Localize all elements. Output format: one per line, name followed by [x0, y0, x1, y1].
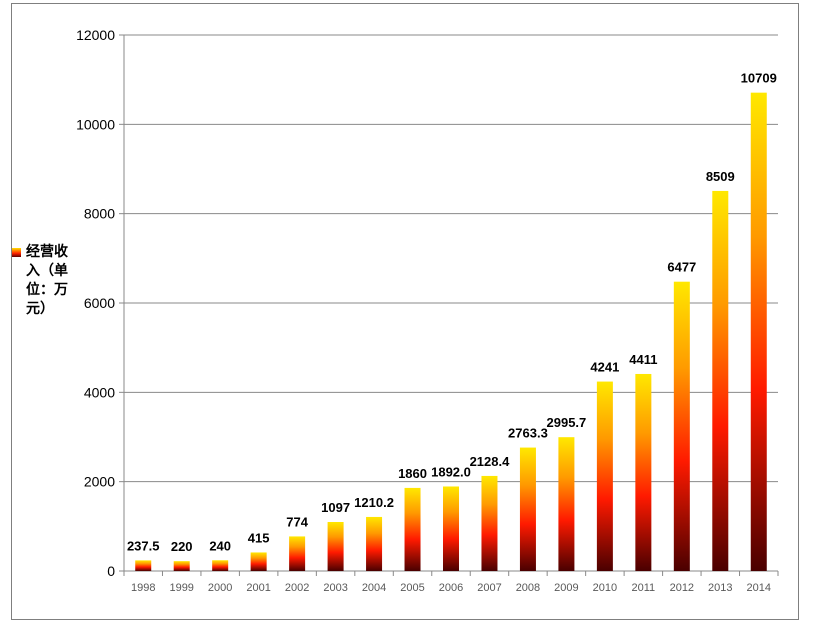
x-tick-label: 2011 [632, 582, 656, 594]
legend: 经营收入（单位：万元） [12, 243, 80, 319]
legend-label: 经营收入（单位：万元） [26, 244, 68, 317]
x-tick-label: 2014 [747, 582, 771, 594]
data-label-1998: 237.5 [127, 538, 160, 553]
bar-2000 [212, 560, 229, 571]
y-tick-label: 4000 [84, 384, 115, 400]
gridlines [124, 34, 778, 483]
bar-2007 [481, 475, 498, 571]
x-tick-label: 1998 [131, 582, 155, 594]
y-tick-label: 6000 [84, 295, 115, 311]
y-tick-label: 0 [107, 563, 115, 579]
data-label-2006: 1892.0 [431, 464, 471, 479]
bar-2010 [596, 381, 613, 571]
bar-2012 [673, 281, 690, 571]
bar-2001 [250, 552, 267, 571]
data-label-2008: 2763.3 [508, 426, 548, 441]
data-label-2012: 6477 [667, 260, 696, 275]
y-tick-label: 8000 [84, 206, 115, 222]
data-label-2002: 774 [286, 514, 308, 529]
data-label-2004: 1210.2 [354, 495, 394, 510]
bar-2008 [519, 447, 536, 571]
data-label-2007: 2128.4 [470, 454, 511, 469]
data-label-2005: 1860 [398, 466, 427, 481]
data-label-1999: 220 [171, 539, 193, 554]
bar-2003 [327, 522, 344, 571]
x-tick-label: 1999 [169, 582, 193, 594]
x-tick-label: 2001 [246, 582, 270, 594]
x-tick-label: 2004 [362, 582, 386, 594]
legend-swatch [12, 248, 21, 257]
data-label-2000: 240 [209, 538, 231, 553]
x-tick-label: 2003 [323, 582, 347, 594]
x-tick-label: 2000 [208, 582, 232, 594]
bar-2011 [635, 373, 652, 571]
bar-2006 [443, 486, 459, 571]
data-label-2014: 10709 [741, 71, 777, 86]
bar-1999 [173, 561, 190, 571]
y-tick-label: 10000 [76, 116, 115, 132]
data-label-2001: 415 [248, 530, 270, 545]
bar-1998 [135, 560, 152, 571]
bar-2009 [558, 437, 575, 571]
bars [135, 92, 767, 571]
data-label-2009: 2995.7 [547, 415, 587, 430]
y-tick-label: 12000 [76, 27, 115, 43]
data-labels: 237.5 220 240 415 774 1097 1210.2 1860 1892.0212… [127, 71, 777, 555]
x-tick-label: 2005 [400, 582, 424, 594]
y-tick-label: 2000 [84, 474, 115, 490]
bar-2005 [404, 487, 421, 571]
y-tick-labels: 0 2000 4000 6000 8000 10000 12000 [76, 27, 115, 579]
x-tick-label: 2010 [593, 582, 617, 594]
bar-2013 [712, 190, 729, 571]
bar-2002 [289, 536, 306, 571]
x-tick-label: 2006 [439, 582, 463, 594]
data-label-2010: 4241 [590, 360, 619, 375]
x-tick-label: 2008 [516, 582, 540, 594]
x-tick-label: 2013 [708, 582, 732, 594]
x-tick-labels: 1998 1999 2000 2001 2002 2003 2004 2005 2006 2007… [131, 582, 771, 594]
x-tick-label: 2002 [285, 582, 309, 594]
x-tick-label: 2007 [477, 582, 501, 594]
data-label-2013: 8509 [706, 169, 735, 184]
data-label-2011: 4411 [629, 352, 657, 367]
bar-2014 [750, 92, 767, 571]
bar-2004 [366, 516, 383, 571]
x-tick-label: 2012 [670, 582, 694, 594]
data-label-2003: 1097 [321, 500, 350, 515]
x-tick-label: 2009 [554, 582, 578, 594]
